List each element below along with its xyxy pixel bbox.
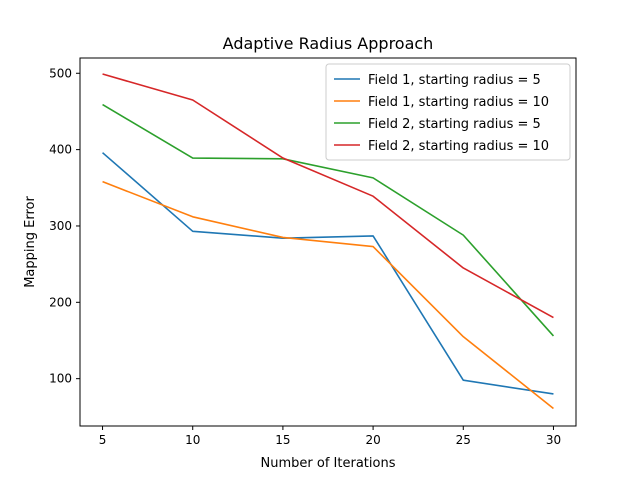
x-axis-ticks: 5 10 15 20 25 30 (99, 426, 561, 447)
y-tick-label: 100 (49, 372, 72, 386)
y-tick-label: 200 (49, 295, 72, 309)
y-tick-label: 400 (49, 143, 72, 157)
x-tick-label: 15 (275, 433, 290, 447)
chart-title: Adaptive Radius Approach (223, 34, 434, 53)
y-axis-label: Mapping Error (23, 196, 38, 288)
legend-box (325, 63, 571, 161)
legend-label: Field 1, starting radius = 10 (368, 95, 549, 110)
plot-frame (79, 57, 577, 427)
series-line-4 (102, 73, 554, 319)
series-line-2 (102, 180, 554, 410)
series-line-3 (102, 103, 555, 337)
y-axis-ticks: 100 200 300 400 500 (49, 66, 80, 386)
legend-label: Field 2, starting radius = 5 (368, 117, 541, 132)
legend: Field 1, starting radius = 5 Field 1, sta… (325, 63, 571, 161)
x-tick-label: 30 (546, 433, 561, 447)
y-tick-label: 500 (49, 66, 72, 80)
legend-label: Field 1, starting radius = 5 (368, 73, 541, 88)
x-tick-label: 5 (99, 433, 107, 447)
series-line-1 (102, 152, 554, 395)
legend-label: Field 2, starting radius = 10 (368, 139, 549, 154)
x-tick-label: 10 (185, 433, 200, 447)
x-axis-label: Number of Iterations (261, 456, 396, 471)
x-tick-label: 20 (365, 433, 380, 447)
series-layer (102, 73, 555, 410)
x-tick-label: 25 (456, 433, 471, 447)
y-tick-label: 300 (49, 219, 72, 233)
